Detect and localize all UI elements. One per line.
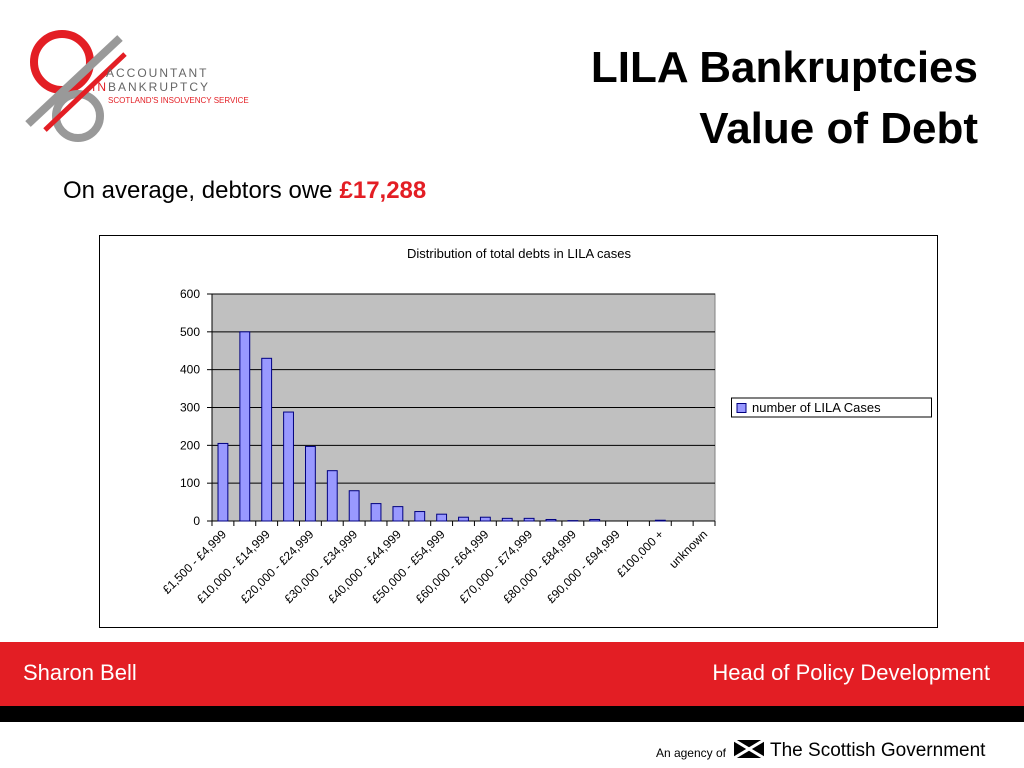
logo-ring [52,90,104,142]
y-tick-label: 400 [180,363,200,377]
logo-text-highlight: IN [92,80,108,94]
intro-text: On average, debtors owe [63,177,333,204]
y-tick-label: 600 [180,287,200,301]
bar [239,331,251,522]
bar [414,511,426,522]
intro: On average, debtors owe £17,288 [63,177,426,204]
agency-text: An agency of [656,746,727,760]
logo-text: BANKRUPTCY [108,80,210,94]
saltire-flag [733,738,765,760]
y-tick-label: 300 [180,401,200,415]
logo-stroke [25,35,123,127]
logo-text: INBANKRUPTCY [92,80,210,94]
bar [283,411,294,522]
legend-swatch [736,403,747,413]
slide-title: LILA Bankruptcies [591,43,978,92]
slide-title: Value of Debt [699,104,978,153]
logo-stroke [43,52,127,132]
footer-bar [0,706,1024,722]
legend-label: number of LILA Cases [752,400,881,415]
bar [545,518,557,522]
government-name: The Scottish Government [770,740,986,761]
logo-ring [30,30,94,94]
bar [523,517,535,522]
bar [479,516,491,522]
intro-highlight: £17,288 [340,177,427,204]
y-tick-label: 500 [180,325,200,339]
bar [217,442,229,522]
presenter-role: Head of Policy Development [712,660,990,685]
chart-title: Distribution of total debts in LILA case… [407,246,632,261]
logo-tagline: SCOTLAND'S INSOLVENCY SERVICE [108,96,249,105]
bar [348,490,360,522]
logo: ACCOUNTANT INBANKRUPTCY SCOTLAND'S INSOL… [25,30,249,142]
y-tick-label: 200 [180,438,200,452]
bar [326,470,338,522]
bar [370,503,382,522]
y-tick-label: 0 [193,514,200,528]
legend-box [731,397,932,418]
y-tick-label: 100 [180,476,200,490]
bar [304,445,316,522]
bar [261,357,273,522]
presenter-name: Sharon Bell [23,660,137,685]
bar [654,519,666,522]
bar [392,506,404,522]
logo-text: ACCOUNTANT [106,66,208,80]
bar [458,516,469,522]
bar [501,517,513,522]
footer-band [0,642,1024,706]
bar [436,513,448,522]
bar [589,518,601,522]
